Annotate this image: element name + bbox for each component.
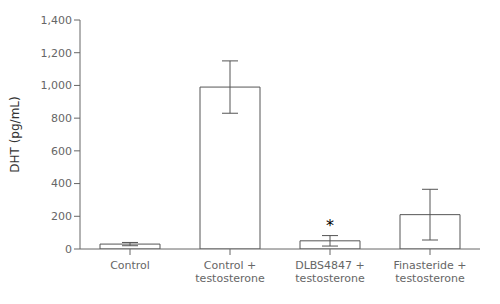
svg-text:DHT (pg/mL): DHT (pg/mL): [8, 96, 22, 172]
svg-text:1,000: 1,000: [41, 79, 73, 92]
svg-text:0: 0: [65, 243, 72, 256]
svg-text:800: 800: [51, 112, 72, 125]
svg-text:1,200: 1,200: [41, 47, 73, 60]
svg-text:*: *: [326, 216, 334, 235]
svg-text:600: 600: [51, 145, 72, 158]
svg-text:DLBS4847 +testosterone: DLBS4847 +testosterone: [295, 259, 365, 285]
svg-text:1,400: 1,400: [41, 14, 73, 27]
svg-text:Control +testosterone: Control +testosterone: [195, 259, 265, 285]
svg-text:Control: Control: [110, 259, 150, 272]
svg-text:200: 200: [51, 210, 72, 223]
svg-text:400: 400: [51, 177, 72, 190]
svg-text:Finasteride +testosterone: Finasteride +testosterone: [393, 259, 466, 285]
